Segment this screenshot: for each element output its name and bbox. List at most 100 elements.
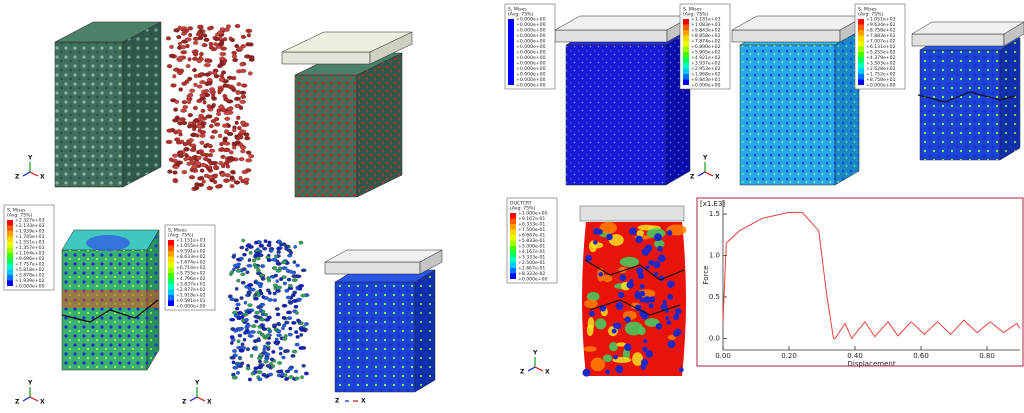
- inclusions: [62, 250, 147, 370]
- particle: [275, 289, 281, 293]
- legend-swatch: [510, 262, 516, 268]
- legend-value: +9.843e+01: [691, 77, 721, 83]
- particle: [192, 105, 198, 110]
- legend-value: +4.921e+02: [691, 55, 721, 61]
- legend-value: +1.939e+03: [15, 229, 45, 235]
- particle: [228, 150, 234, 155]
- particle: [192, 56, 198, 61]
- triad-label: X: [361, 398, 366, 405]
- particle: [229, 270, 235, 275]
- particle: [256, 305, 261, 309]
- legend-swatch: [858, 63, 864, 69]
- particle: [236, 339, 241, 344]
- particle: [220, 46, 227, 51]
- particle: [283, 349, 288, 354]
- particle: [233, 313, 238, 318]
- particle: [206, 186, 214, 191]
- particle: [239, 99, 246, 104]
- particle: [239, 145, 247, 150]
- particle: [234, 362, 241, 366]
- particle: [189, 147, 197, 153]
- particle: [298, 326, 304, 330]
- particle: [218, 105, 225, 110]
- particle: [249, 354, 254, 358]
- x-tick-label: 0.60: [913, 352, 929, 360]
- particle: [229, 184, 235, 189]
- axis-z: [22, 396, 31, 402]
- particle: [206, 104, 212, 109]
- particle: [253, 347, 258, 351]
- legend-swatch: [168, 240, 174, 246]
- inclusions: [835, 31, 859, 185]
- legend-value: +1.181e+03: [691, 17, 721, 23]
- legend-value: +0.000e+00: [176, 304, 206, 310]
- particle: [180, 108, 187, 113]
- legend-swatch: [7, 269, 13, 275]
- particle: [229, 175, 235, 180]
- particle: [240, 34, 247, 40]
- particle: [185, 64, 191, 69]
- particle: [196, 59, 202, 64]
- particle: [291, 321, 297, 325]
- particle: [232, 128, 237, 133]
- particle: [645, 265, 650, 270]
- particle: [201, 89, 207, 94]
- particle: [244, 247, 249, 252]
- triad-label: Y: [532, 350, 538, 357]
- legend-swatch: [510, 246, 516, 252]
- particle: [264, 312, 268, 317]
- particle: [585, 254, 593, 262]
- particle: [284, 246, 289, 251]
- particle: [243, 177, 250, 182]
- particle: [213, 36, 220, 42]
- particle: [179, 151, 184, 156]
- particle: [250, 324, 257, 328]
- damage-zone: [632, 352, 644, 366]
- legend-value: +1.000e+00: [518, 211, 548, 217]
- particle: [173, 28, 180, 33]
- particle: [217, 133, 223, 138]
- particle: [233, 180, 241, 185]
- particle: [673, 313, 680, 321]
- particle: [275, 312, 281, 317]
- particle: [232, 57, 238, 63]
- particle: [207, 165, 213, 170]
- particle: [199, 140, 205, 145]
- particle: [211, 160, 218, 166]
- particle: [210, 47, 218, 52]
- legend-value: +3.333e-01: [518, 255, 545, 261]
- legend-swatch: [858, 41, 864, 47]
- particle: [203, 37, 210, 42]
- cap: [579, 205, 685, 222]
- particle: [243, 312, 249, 317]
- particle: [287, 316, 292, 320]
- legend-swatch: [508, 79, 514, 85]
- legend-swatch: [683, 46, 689, 52]
- particle: [240, 280, 246, 285]
- particle: [251, 258, 257, 263]
- legend-title: S, Mises: [858, 7, 877, 13]
- particle: [177, 55, 184, 60]
- particle: [263, 344, 267, 349]
- axis-x: [196, 396, 206, 402]
- particle: [615, 365, 624, 374]
- legend-swatch: [7, 247, 13, 253]
- legend-value: +8.333e-02: [518, 271, 545, 277]
- particle: [281, 316, 287, 320]
- particle: [612, 322, 619, 329]
- particle: [259, 317, 265, 322]
- particle: [192, 168, 199, 173]
- particle: [265, 364, 272, 368]
- particle: [648, 259, 654, 266]
- particle: [240, 272, 246, 277]
- particle: [200, 162, 207, 167]
- particle: [295, 335, 300, 339]
- legend-swatch: [683, 30, 689, 36]
- particle: [236, 278, 241, 283]
- legend-title: S, Mises: [168, 228, 187, 234]
- particle: [214, 122, 221, 127]
- particle: [231, 360, 236, 365]
- legend-swatch: [168, 278, 174, 284]
- particle: [178, 117, 186, 122]
- axis-x: [534, 366, 544, 372]
